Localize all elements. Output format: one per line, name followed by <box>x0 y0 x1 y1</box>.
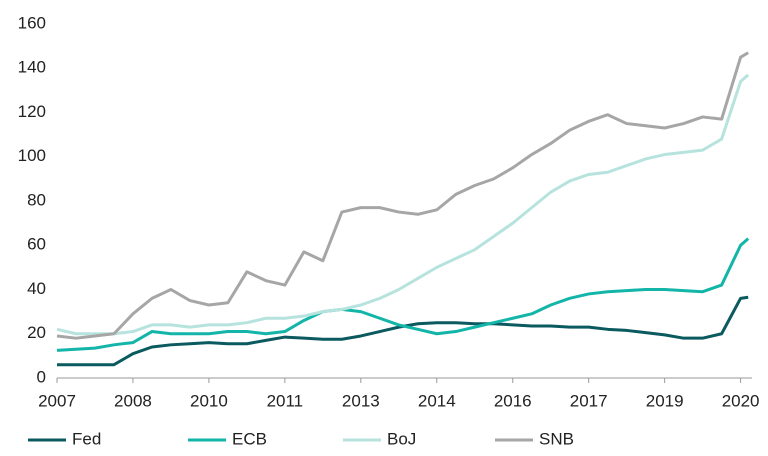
x-tick-label: 2008 <box>114 391 152 410</box>
series-line <box>56 237 750 352</box>
x-tick-label: 2017 <box>570 391 608 410</box>
legend-label: Fed <box>72 429 101 448</box>
y-tick-label: 160 <box>18 13 46 32</box>
series-line <box>56 73 750 336</box>
y-tick-label: 80 <box>27 190 46 209</box>
x-tick-label: 2016 <box>494 391 532 410</box>
x-tick-label: 2013 <box>342 391 380 410</box>
y-tick-label: 120 <box>18 102 46 121</box>
x-tick-label: 2014 <box>418 391 456 410</box>
y-tick-label: 0 <box>37 367 46 386</box>
legend-label: BoJ <box>387 429 416 448</box>
y-tick-label: 20 <box>27 323 46 342</box>
x-tick-label: 2007 <box>38 391 76 410</box>
x-tick-label: 2019 <box>646 391 684 410</box>
x-tick-label: 2011 <box>267 391 304 410</box>
series-line <box>56 51 749 340</box>
legend-label: SNB <box>539 429 574 448</box>
y-tick-label: 60 <box>27 235 46 254</box>
y-tick-label: 40 <box>27 279 46 298</box>
series-line <box>57 295 749 367</box>
y-tick-label: 140 <box>18 58 46 77</box>
y-tick-label: 100 <box>18 146 46 165</box>
x-tick-label: 2010 <box>190 391 228 410</box>
legend-label: ECB <box>232 429 267 448</box>
x-tick-label: 2020 <box>722 391 760 410</box>
